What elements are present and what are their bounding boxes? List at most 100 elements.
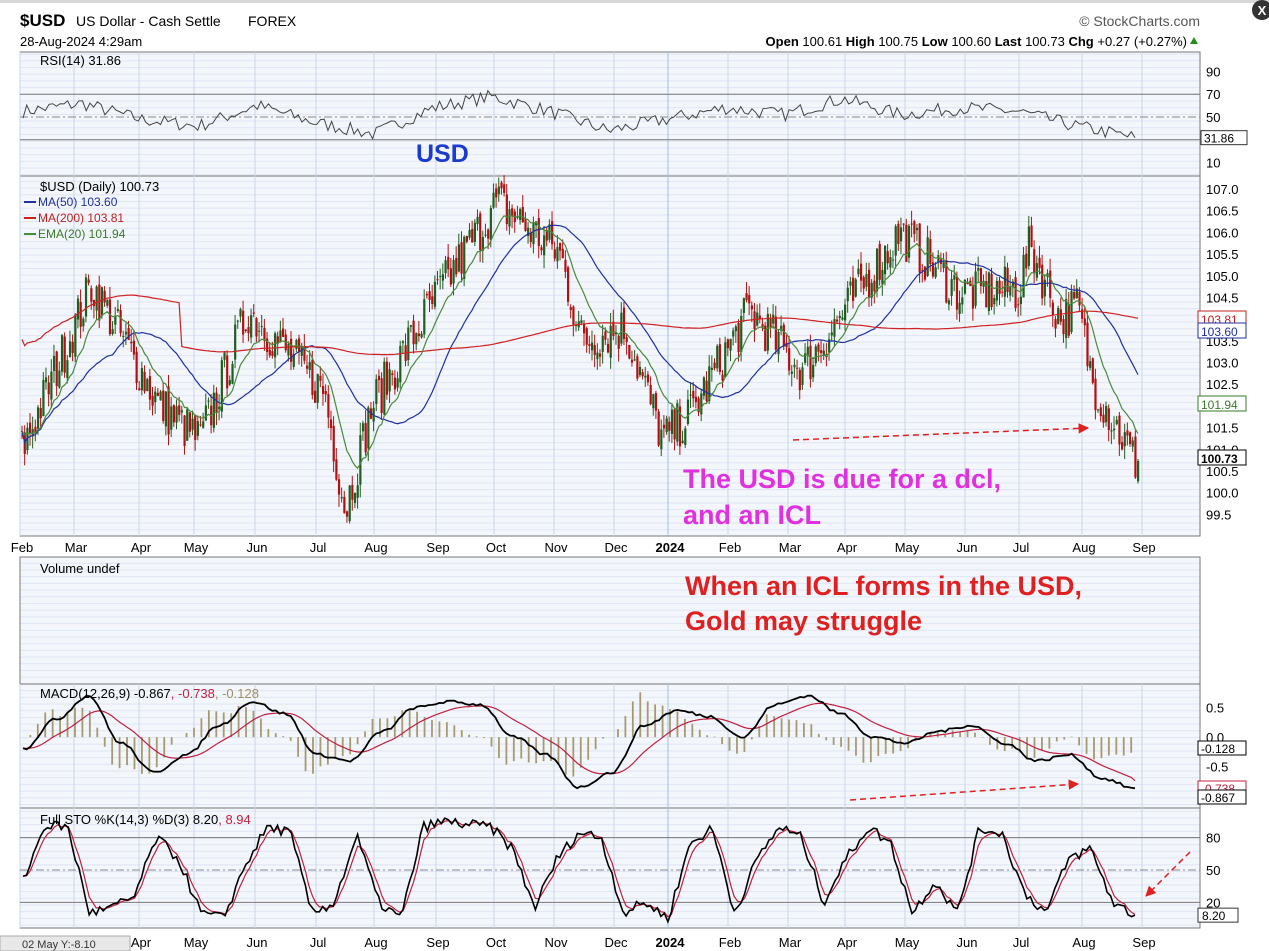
macd-hist-bar <box>289 737 292 741</box>
candle <box>503 184 506 193</box>
price-tick: 106.0 <box>1206 225 1239 240</box>
candle <box>345 511 349 517</box>
candle <box>891 259 895 261</box>
candle <box>377 375 381 381</box>
candle <box>833 319 836 337</box>
macd-hist-bar <box>371 718 374 738</box>
macd-hist-bar <box>237 705 240 738</box>
candle <box>519 209 522 221</box>
macd-hist-bar <box>193 727 195 738</box>
macd-hist-bar <box>1063 737 1066 740</box>
candle <box>905 224 908 262</box>
macd-tick: -0.5 <box>1206 760 1228 775</box>
candle <box>937 255 940 263</box>
candle <box>673 409 676 440</box>
macd-hist-bar <box>445 722 448 738</box>
candle <box>982 280 985 287</box>
candle <box>817 344 820 352</box>
candle <box>1025 253 1028 269</box>
candle <box>947 300 951 305</box>
candle <box>567 267 570 302</box>
candle <box>172 405 176 423</box>
candle <box>383 361 386 415</box>
close-icon[interactable]: X <box>1252 0 1269 20</box>
x-tick-label: Oct <box>486 935 507 950</box>
sto-panel: 80 50 208.20 <box>20 817 1239 925</box>
candle <box>186 409 189 441</box>
candle <box>681 440 684 444</box>
macd-hist-bar <box>1018 737 1021 753</box>
candle <box>1049 270 1052 298</box>
macd-hist-bar <box>564 737 567 775</box>
candle <box>790 371 793 374</box>
candle <box>987 272 991 312</box>
svg-text:02 May Y:-8.10: 02 May Y:-8.10 <box>22 939 96 951</box>
candle <box>958 302 961 314</box>
macd-hist-bar <box>698 729 701 738</box>
candle <box>977 268 980 271</box>
candle <box>154 391 157 403</box>
candle <box>527 227 530 237</box>
candle <box>604 331 607 340</box>
candle <box>412 320 415 345</box>
macd-hist-bar <box>207 710 210 738</box>
candle <box>726 339 730 349</box>
candle <box>766 313 769 351</box>
candle <box>63 336 66 373</box>
macd-hist-bar <box>408 708 411 738</box>
price-tick: 100.5 <box>1206 464 1239 479</box>
candle <box>926 237 929 276</box>
x-tick-label: Jun <box>957 935 978 950</box>
candle <box>1067 304 1070 336</box>
candle <box>380 378 383 413</box>
candle <box>1043 279 1046 297</box>
candle <box>1017 304 1020 306</box>
candle <box>119 310 122 334</box>
ma200-legend: MA(200) 103.81 <box>38 211 124 225</box>
candle <box>511 208 514 217</box>
candle <box>652 394 655 409</box>
candle <box>42 380 45 417</box>
candle <box>614 332 618 335</box>
candle <box>417 333 421 337</box>
copyright-icon: © <box>1079 13 1093 29</box>
candle <box>183 415 186 446</box>
candle <box>266 338 269 353</box>
candle <box>684 428 687 445</box>
candle <box>974 271 977 306</box>
macd-hist-bar <box>1130 737 1133 753</box>
macd-hist-bar <box>59 716 61 738</box>
macd-hist-bar <box>557 737 560 764</box>
candle <box>617 335 620 349</box>
candle <box>508 209 511 227</box>
candle <box>1054 318 1057 329</box>
macd-hist-bar <box>527 737 530 763</box>
x-tick-label: Oct <box>486 540 507 555</box>
candle <box>305 365 309 369</box>
macd-hist-bar <box>319 737 322 767</box>
candle <box>929 239 932 265</box>
price-right-label: 101.94 <box>1201 398 1238 412</box>
candle <box>798 369 801 391</box>
candle <box>162 390 165 422</box>
candle <box>159 391 162 401</box>
candle <box>495 188 498 198</box>
candle <box>47 382 50 395</box>
candle <box>465 235 469 242</box>
candle <box>745 293 748 301</box>
x-tick-label: May <box>895 540 920 555</box>
candle <box>628 344 631 359</box>
candle <box>881 269 884 285</box>
candle <box>998 280 1001 294</box>
candle <box>537 218 540 247</box>
candle <box>87 279 90 283</box>
macd-hist-bar <box>512 737 515 762</box>
macd-hist-bar <box>1048 737 1051 749</box>
candle <box>455 257 458 275</box>
candle <box>641 372 644 377</box>
x-tick-label: 2024 <box>656 935 686 950</box>
macd-hist-bar <box>1122 737 1125 756</box>
x-axes: Feb Mar Apr May Jun Jul Aug Sep Oct Nov Dec 2024 Feb… <box>11 540 1156 950</box>
macd-hist-bar <box>200 718 203 738</box>
candle <box>569 307 572 311</box>
